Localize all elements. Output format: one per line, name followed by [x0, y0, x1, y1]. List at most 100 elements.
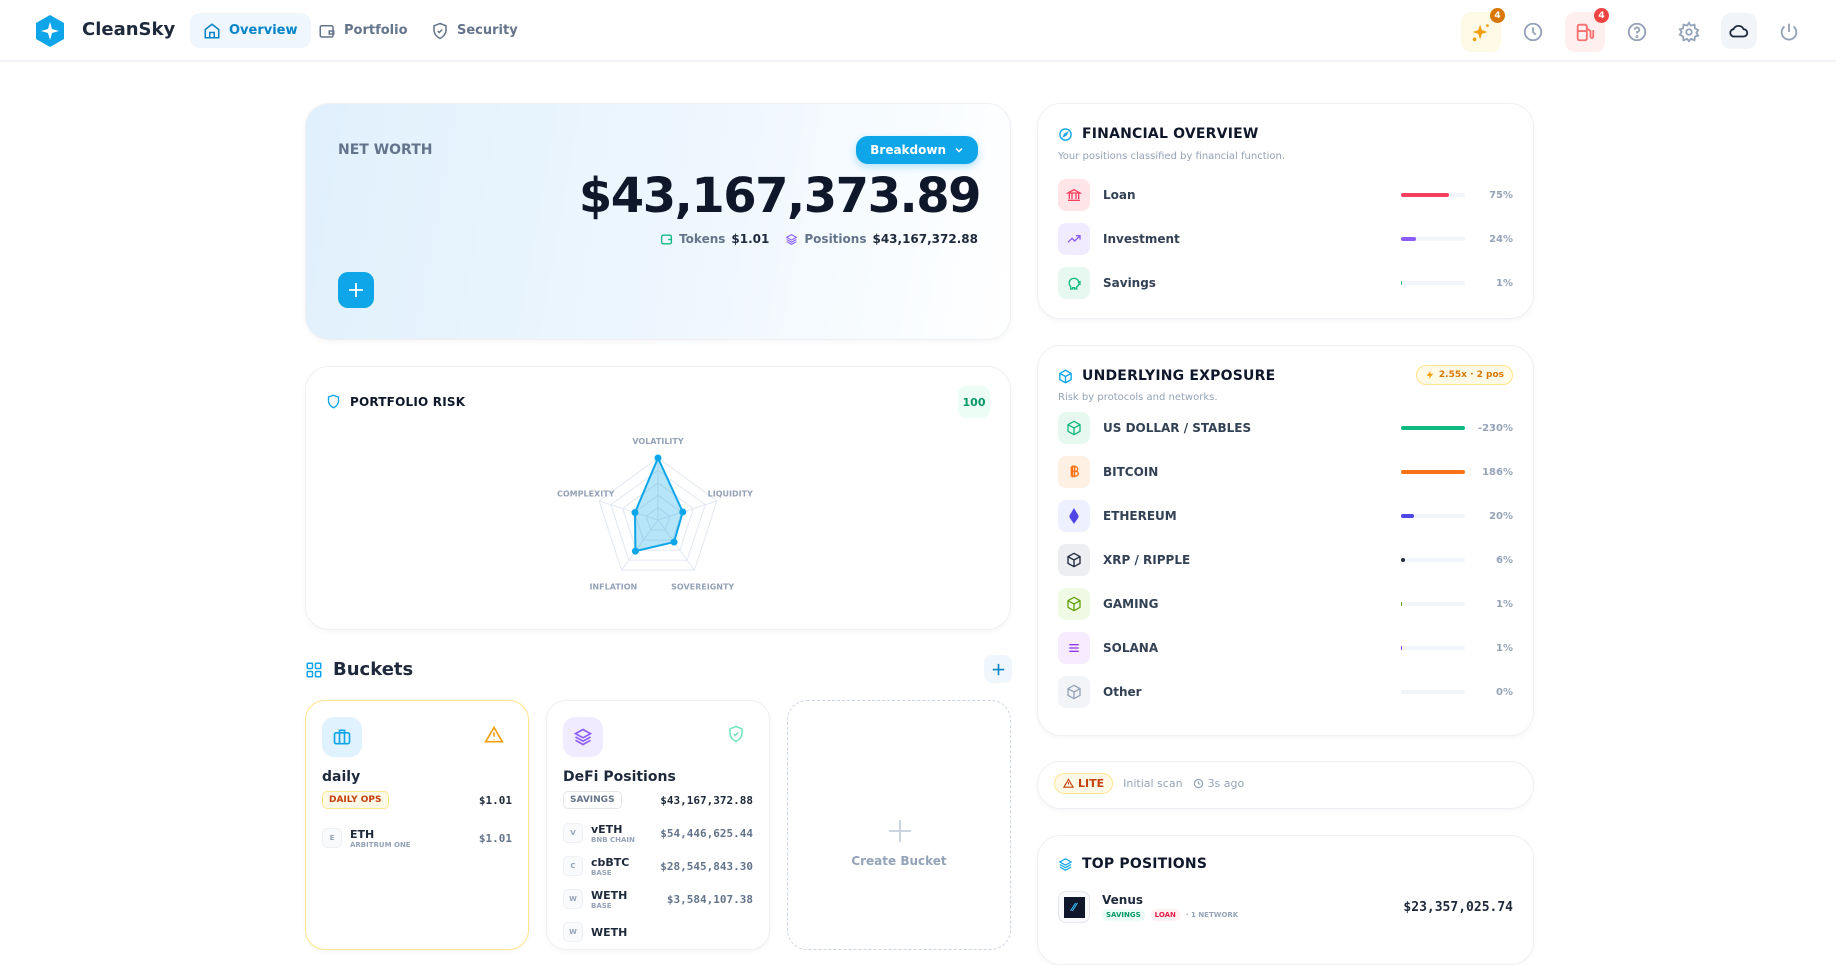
radar-grid-ring [622, 482, 694, 551]
bucket-tag: SAVINGS [563, 791, 622, 809]
layers-icon [573, 728, 593, 746]
token-symbol: WETH [591, 888, 628, 902]
tokens-label: Tokens [679, 232, 726, 246]
token-icon: E [322, 828, 342, 848]
radar-axis-line [621, 519, 659, 571]
savings-icon [1068, 277, 1081, 290]
token-chain: ARBITRUM ONE [350, 840, 411, 849]
token-value: $28,545,843.30 [660, 859, 753, 873]
history-button[interactable] [1513, 12, 1553, 52]
radar-grid-ring [598, 457, 718, 571]
breakdown-label: Breakdown [870, 143, 946, 157]
clock-icon [1523, 22, 1543, 42]
radar-axis-label: INFLATION [589, 582, 637, 591]
risk-radar-chart: VOLATILITY LIQUIDITY SOVEREIGNTY INFLATION C… [557, 437, 753, 591]
progress-bar [1401, 281, 1465, 285]
position-networks: 1 NETWORK [1191, 911, 1239, 919]
help-button[interactable] [1617, 12, 1657, 52]
warning-icon [484, 725, 504, 743]
bucket-card-defi-positions[interactable]: DeFi Positions SAVINGS $43,167,372.88 V … [546, 700, 770, 950]
exposure-row[interactable]: US DOLLAR / STABLES -230% [1058, 411, 1513, 445]
exposure-row[interactable]: Other 0% [1058, 675, 1513, 709]
token-symbol: WETH [591, 925, 628, 939]
exposure-row[interactable]: BITCOIN 186% [1058, 455, 1513, 489]
progress-fill [1401, 281, 1402, 285]
token-chain: BASE [591, 868, 612, 877]
scan-label: Initial scan [1123, 777, 1183, 790]
investment-icon [1067, 235, 1081, 243]
financial-row-loan[interactable]: Loan 75% [1058, 178, 1513, 212]
progress-bar [1401, 690, 1465, 694]
exposure-label: US DOLLAR / STABLES [1103, 421, 1252, 435]
exposure-label: BITCOIN [1103, 465, 1159, 479]
add-bucket-button[interactable] [984, 655, 1012, 683]
loan-icon [1066, 188, 1082, 201]
token-row[interactable]: W WETH [563, 917, 753, 947]
gas-button[interactable]: 4 [1565, 8, 1609, 52]
tokens-value: $1.01 [731, 232, 770, 246]
exposure-pct: 0% [1496, 686, 1513, 698]
bucket-name: daily [322, 769, 361, 785]
nav-security[interactable]: Security [418, 13, 531, 48]
token-value: $3,584,107.38 [666, 892, 753, 906]
progress-bar [1401, 237, 1465, 241]
financial-row-investment[interactable]: Investment 24% [1058, 222, 1513, 256]
radar-point-sovereignty [670, 538, 678, 546]
exposure-label: SOLANA [1103, 641, 1159, 655]
layers-icon [1058, 857, 1073, 871]
bucket-card-daily[interactable]: daily DAILY OPS $1.01 E ETH ARBITRUM ONE … [305, 700, 529, 950]
exposure-pct: 20% [1489, 510, 1513, 522]
cloud-icon [1729, 25, 1749, 38]
net-worth-label: NET WORTH [338, 142, 433, 158]
notification-badge: 4 [1594, 8, 1609, 23]
position-value: $23,357,025.74 [1403, 899, 1513, 915]
token-row[interactable]: W WETH BASE $3,584,107.38 [563, 884, 753, 914]
add-wallet-button[interactable] [338, 272, 374, 308]
exposure-row[interactable]: SOLANA 1% [1058, 631, 1513, 665]
lite-label: LITE [1078, 777, 1105, 790]
net-worth-card: NET WORTH Breakdown $43,167,373.89 Token… [305, 103, 1011, 340]
exposure-row[interactable]: ETHEREUM 20% [1058, 499, 1513, 533]
scan-time: 3s ago [1207, 777, 1245, 790]
token-row[interactable]: C cbBTC BASE $28,545,843.30 [563, 851, 753, 881]
underlying-exposure-card: UNDERLYING EXPOSURE 2.55x · 2 pos Risk b… [1037, 345, 1534, 736]
positions-label: Positions [804, 232, 867, 246]
exposure-pct: -230% [1477, 422, 1513, 434]
cube-icon [1067, 552, 1081, 568]
leverage-badge-text: 2.55x · 2 pos [1438, 370, 1504, 380]
financial-row-savings[interactable]: Savings 1% [1058, 266, 1513, 300]
exposure-row[interactable]: GAMING 1% [1058, 587, 1513, 621]
create-bucket-card[interactable]: Create Bucket [787, 700, 1011, 950]
progress-fill [1401, 602, 1402, 606]
progress-bar [1401, 193, 1465, 197]
nav-label: Portfolio [344, 23, 408, 38]
shield-icon [433, 22, 447, 39]
plus-icon [349, 283, 363, 297]
radar-axis-line [657, 500, 718, 521]
notification-badge: 4 [1490, 8, 1505, 23]
ai-insights-button[interactable]: 4 [1461, 8, 1505, 52]
bucket-tag: DAILY OPS [322, 791, 389, 809]
settings-button[interactable] [1669, 12, 1709, 52]
exposure-label: GAMING [1103, 597, 1159, 611]
radar-axis-label: SOVEREIGNTY [671, 582, 734, 591]
logout-button[interactable] [1769, 12, 1809, 52]
nav-overview[interactable]: Overview [190, 13, 311, 48]
gear-icon [1678, 21, 1700, 43]
token-row[interactable]: V vETH BNB CHAIN $54,446,625.44 [563, 818, 753, 848]
shield-icon [327, 394, 340, 409]
progress-bar [1401, 646, 1465, 650]
progress-fill [1401, 646, 1402, 650]
exposure-row[interactable]: XRP / RIPPLE 6% [1058, 543, 1513, 577]
cloud-sync-button[interactable] [1721, 13, 1757, 49]
nav-portfolio[interactable]: Portfolio [305, 13, 421, 48]
lite-mode-badge[interactable]: LITE [1054, 773, 1114, 794]
cube-icon [1059, 368, 1072, 384]
cleansky-logo-icon[interactable] [34, 14, 66, 48]
breakdown-dropdown[interactable]: Breakdown [856, 136, 978, 164]
radar-axis-line [598, 500, 659, 521]
position-row[interactable]: ⁄⁄ Venus SAVINGS LOAN · 1 NETWORK $23,35… [1058, 890, 1513, 924]
token-row[interactable]: E ETH ARBITRUM ONE $1.01 [322, 823, 512, 853]
create-bucket-label: Create Bucket [851, 854, 947, 868]
radar-point-complexity [631, 509, 639, 517]
